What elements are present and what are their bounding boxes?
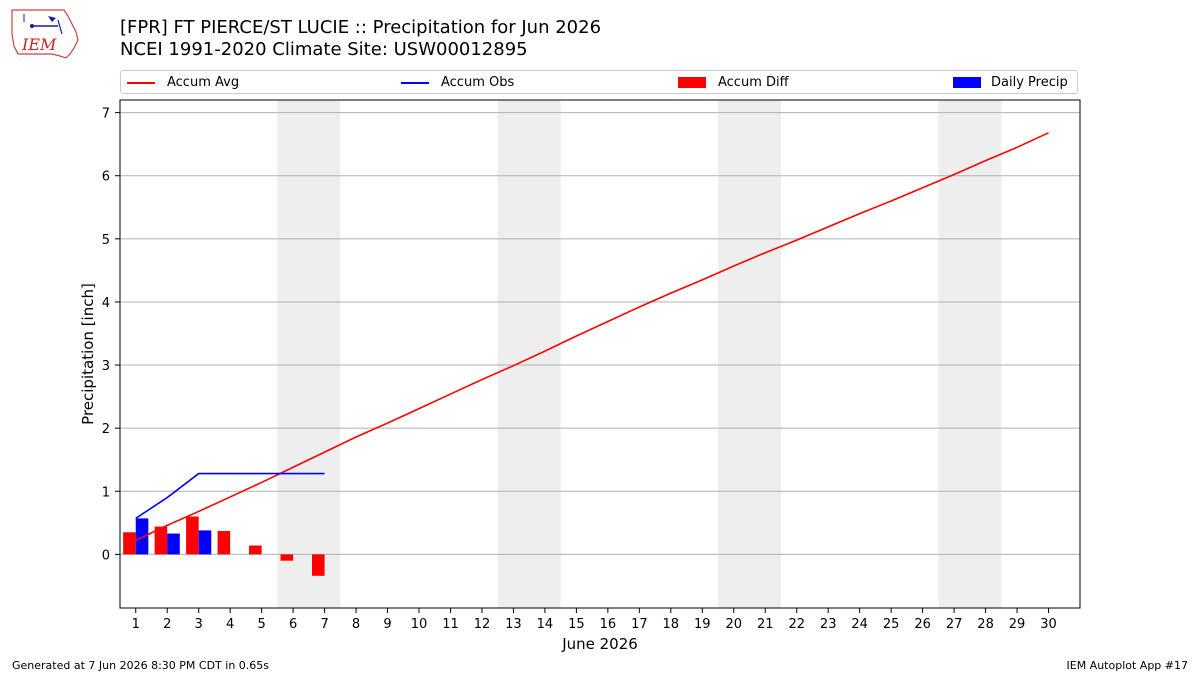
- x-tick-label: 25: [883, 617, 900, 632]
- app-footer: IEM Autoplot App #17: [1066, 659, 1189, 672]
- generated-footer: Generated at 7 Jun 2026 8:30 PM CDT in 0…: [12, 659, 270, 672]
- x-tick-label: 15: [568, 617, 585, 632]
- accum-diff-bar: [154, 526, 168, 555]
- legend-swatch-diff: [678, 77, 706, 88]
- title-line-1: [FPR] FT PIERCE/ST LUCIE :: Precipitatio…: [120, 17, 602, 38]
- accum-diff-bar: [312, 554, 325, 576]
- x-tick-label: 8: [352, 617, 360, 632]
- x-tick-label: 17: [631, 617, 648, 632]
- iem-logo: IEM: [8, 6, 80, 60]
- x-tick-label: 20: [725, 617, 742, 632]
- legend-label-obs: Accum Obs: [441, 75, 515, 90]
- weekend-band: [718, 100, 781, 608]
- accum-diff-bar: [217, 531, 231, 555]
- accum-diff-bar: [249, 545, 262, 555]
- x-tick-label: 1: [132, 617, 140, 632]
- accum-diff-bar: [123, 532, 136, 555]
- x-tick-label: 19: [694, 617, 711, 632]
- x-tick-label: 4: [226, 617, 234, 632]
- y-tick-label: 6: [102, 170, 110, 185]
- x-tick-label: 29: [1009, 617, 1026, 632]
- y-tick-label: 4: [102, 296, 110, 311]
- x-tick-label: 12: [474, 617, 491, 632]
- daily-precip-bar: [135, 518, 149, 555]
- daily-precip-bar: [167, 533, 180, 555]
- accum-diff-bar: [186, 516, 199, 555]
- legend-item-avg: Accum Avg: [127, 74, 347, 92]
- y-tick-label: 7: [102, 107, 110, 122]
- x-tick-label: 9: [383, 617, 391, 632]
- accum-avg-line: [135, 132, 1049, 542]
- x-tick-label: 16: [600, 617, 617, 632]
- weekend-band: [497, 100, 561, 608]
- x-tick-label: 2: [163, 617, 171, 632]
- x-tick-label: 24: [851, 617, 868, 632]
- legend-label-daily: Daily Precip: [991, 75, 1068, 90]
- legend: Accum Avg Accum Obs Accum Diff Daily Precip: [120, 70, 1078, 94]
- x-tick-label: 5: [257, 617, 265, 632]
- legend-swatch-obs: [401, 82, 429, 84]
- daily-precip-bar: [198, 530, 212, 555]
- x-tick-label: 30: [1040, 617, 1057, 632]
- title-line-2: NCEI 1991-2020 Climate Site: USW00012895: [120, 39, 528, 60]
- x-tick-label: 22: [788, 617, 805, 632]
- y-tick-label: 3: [102, 359, 110, 374]
- x-tick-label: 14: [537, 617, 554, 632]
- plot-frame: [119, 99, 1081, 609]
- legend-label-avg: Accum Avg: [167, 75, 240, 90]
- y-tick-label: 1: [102, 485, 110, 500]
- weekend-band: [277, 100, 341, 608]
- x-tick-label: 13: [505, 617, 522, 632]
- x-tick-label: 11: [442, 617, 459, 632]
- legend-swatch-avg: [127, 82, 155, 84]
- legend-item-obs: Accum Obs: [401, 74, 621, 92]
- logo-text: IEM: [21, 35, 57, 54]
- legend-item-diff: Accum Diff: [678, 74, 898, 92]
- x-tick-label: 21: [757, 617, 774, 632]
- x-tick-label: 26: [914, 617, 931, 632]
- accum-obs-line: [135, 472, 325, 520]
- x-tick-label: 23: [820, 617, 837, 632]
- accum-diff-bar: [280, 554, 294, 561]
- legend-swatch-daily: [953, 77, 981, 88]
- legend-label-diff: Accum Diff: [718, 75, 789, 90]
- weekend-band: [938, 100, 1002, 608]
- y-tick-label: 2: [102, 422, 110, 437]
- x-tick-label: 28: [977, 617, 994, 632]
- x-tick-label: 3: [195, 617, 203, 632]
- x-tick-label: 18: [663, 617, 680, 632]
- legend-item-daily: Daily Precip: [953, 74, 1173, 92]
- y-axis-label: Precipitation [inch]: [79, 283, 97, 425]
- x-tick-label: 7: [320, 617, 328, 632]
- x-tick-label: 27: [946, 617, 963, 632]
- y-tick-label: 5: [102, 233, 110, 248]
- x-axis-label: June 2026: [561, 635, 638, 653]
- x-tick-label: 10: [411, 617, 428, 632]
- y-tick-label: 0: [102, 548, 110, 563]
- chart-title: [FPR] FT PIERCE/ST LUCIE :: Precipitatio…: [120, 17, 601, 61]
- x-tick-label: 6: [289, 617, 297, 632]
